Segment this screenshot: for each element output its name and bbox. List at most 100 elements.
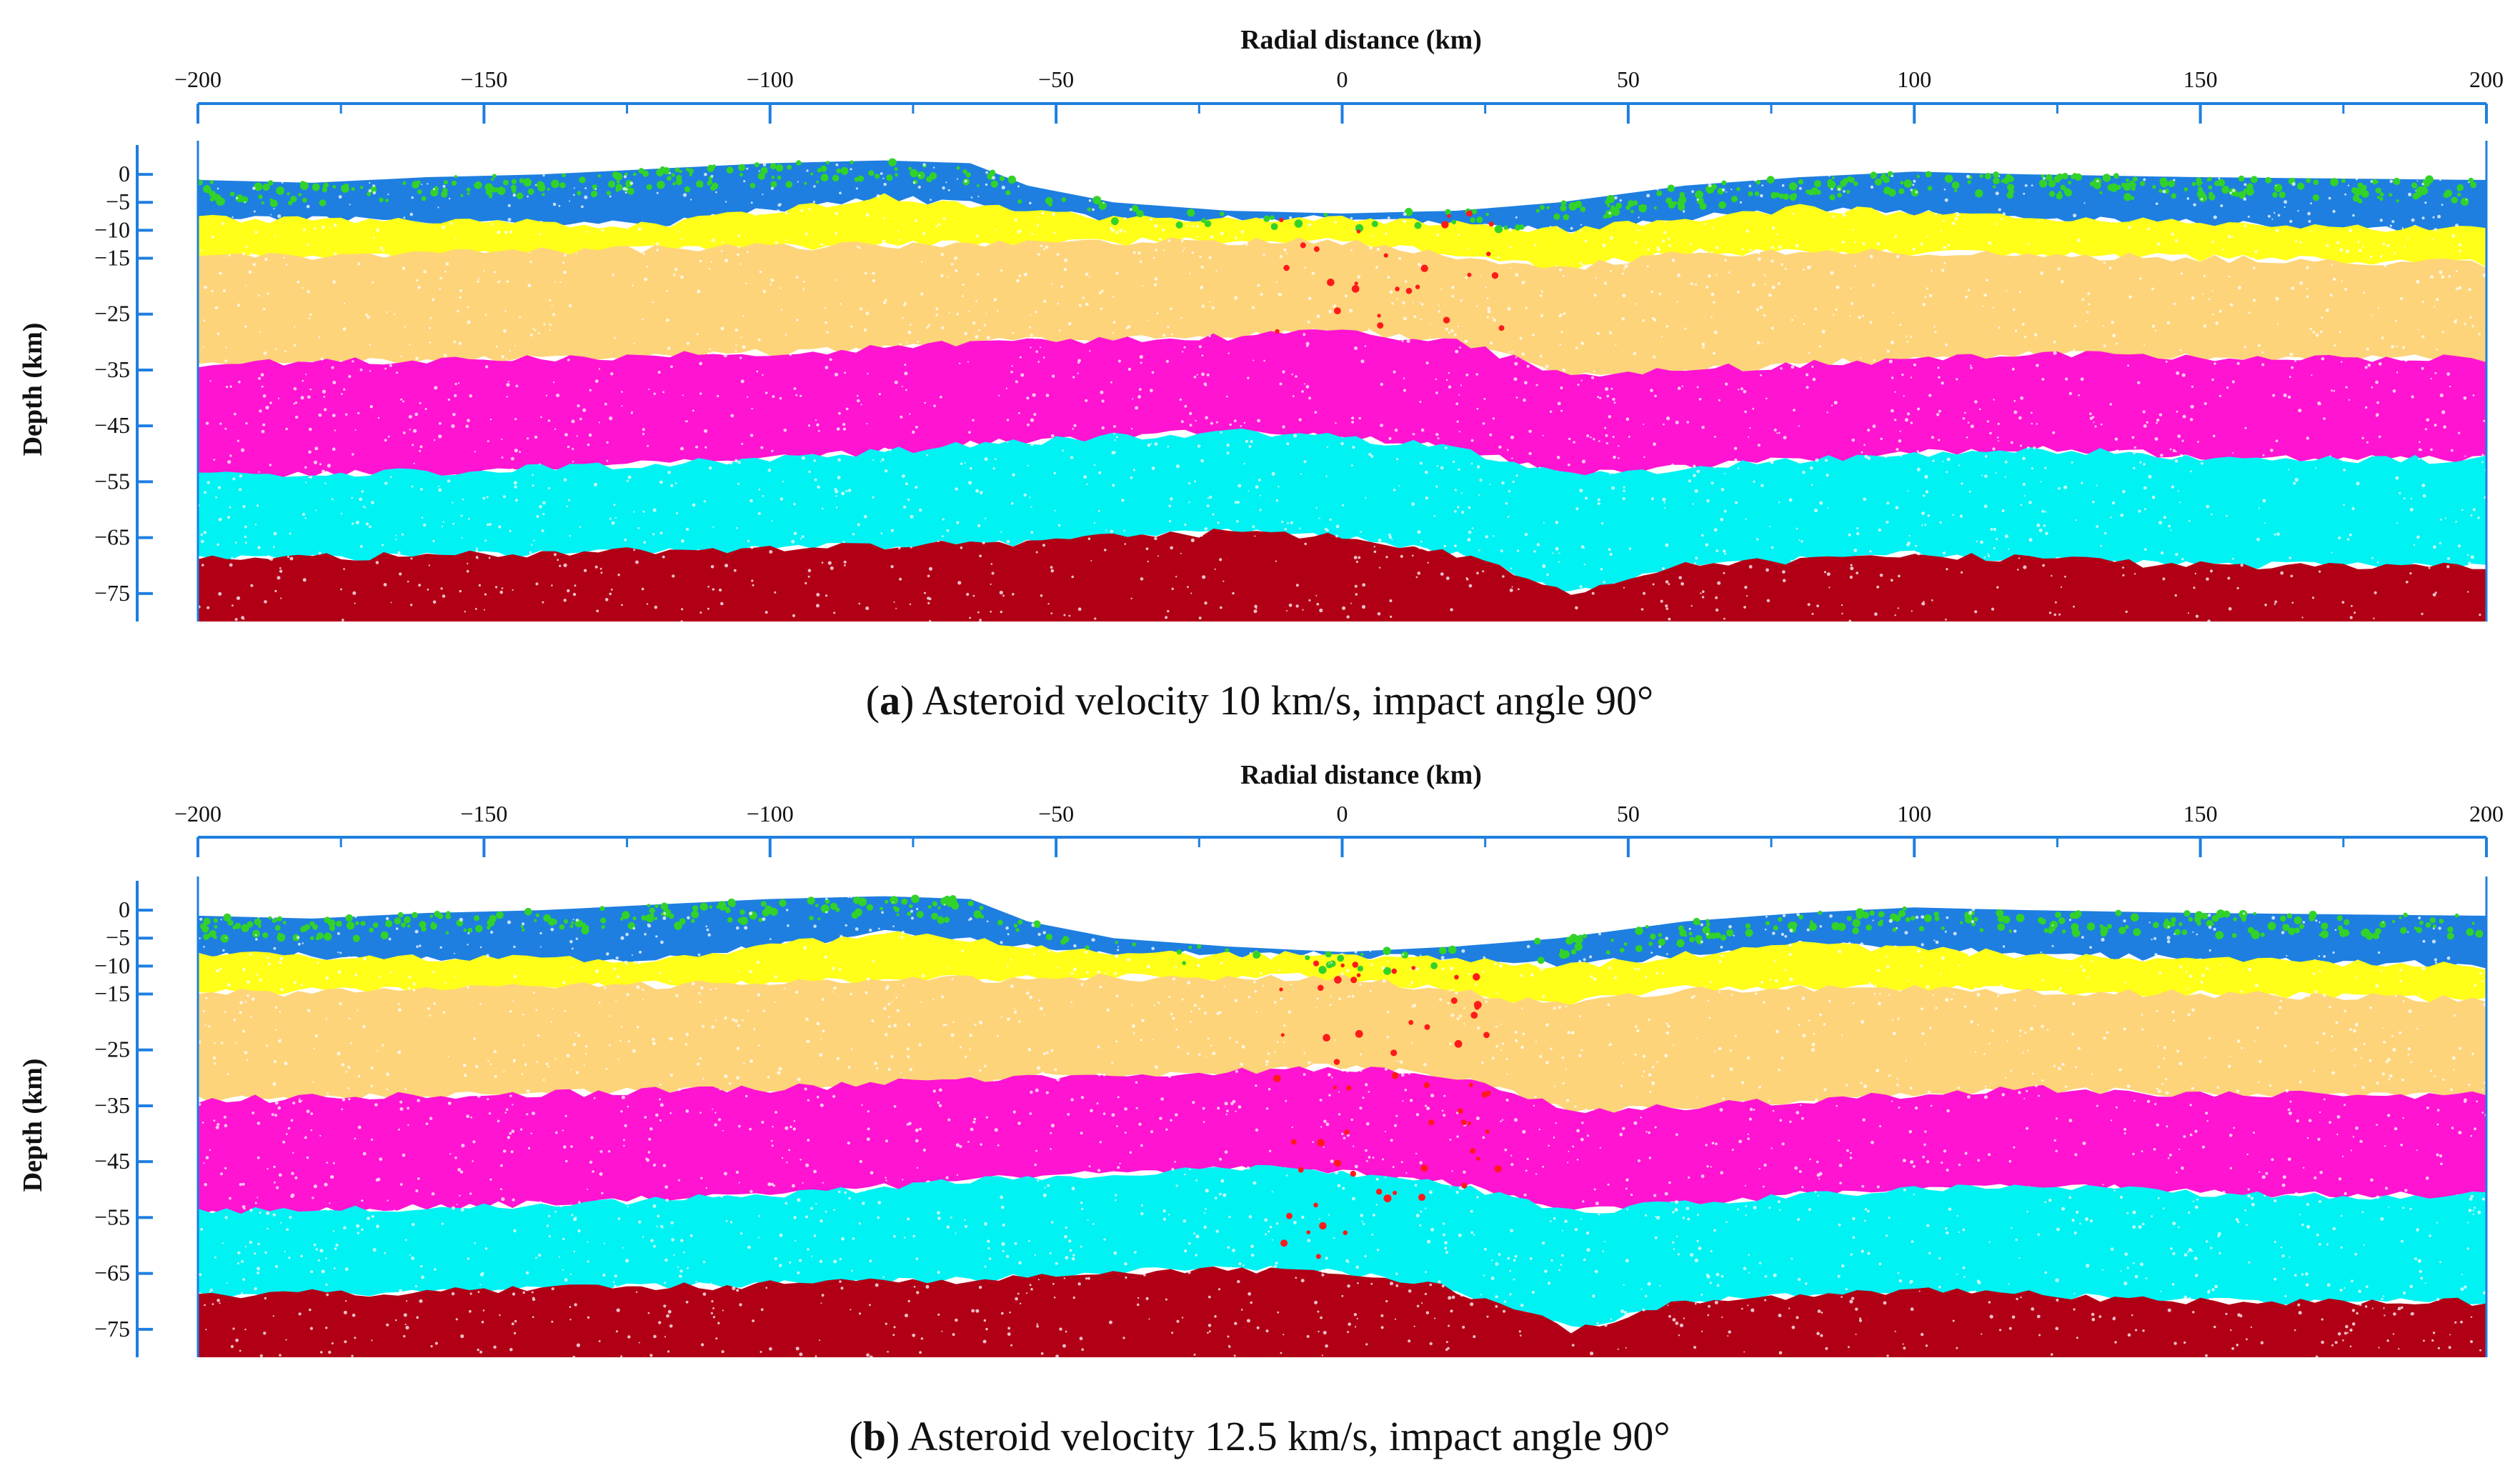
texture-dot xyxy=(2358,1289,2361,1293)
texture-dot xyxy=(842,541,845,543)
texture-dot xyxy=(1190,538,1195,543)
texture-dot xyxy=(1055,1354,1060,1359)
texture-dot xyxy=(1576,1129,1580,1133)
texture-dot xyxy=(656,191,659,194)
texture-dot xyxy=(819,1259,823,1264)
texture-dot xyxy=(2312,331,2316,334)
texture-dot xyxy=(1098,1074,1101,1077)
texture-dot xyxy=(1434,1317,1436,1319)
texture-dot xyxy=(2439,393,2444,398)
texture-dot xyxy=(2166,321,2171,325)
texture-dot xyxy=(1351,464,1353,466)
texture-dot xyxy=(2100,423,2103,426)
regolith-dot xyxy=(1705,185,1715,194)
texture-dot xyxy=(2287,469,2290,471)
texture-dot xyxy=(1419,461,1423,465)
texture-dot xyxy=(1791,319,1793,321)
texture-dot xyxy=(1255,1011,1257,1013)
texture-dot xyxy=(2013,929,2017,933)
texture-dot xyxy=(2290,574,2294,578)
texture-dot xyxy=(955,487,958,491)
texture-dot xyxy=(1796,527,1798,530)
texture-dot xyxy=(279,1039,282,1041)
texture-dot xyxy=(677,1266,679,1268)
texture-dot xyxy=(1559,313,1563,316)
texture-dot xyxy=(540,416,542,419)
texture-dot xyxy=(1395,458,1399,461)
texture-dot xyxy=(637,227,642,231)
texture-dot xyxy=(1206,373,1210,376)
texture-dot xyxy=(2316,1233,2319,1237)
texture-dot xyxy=(1491,316,1493,319)
texture-dot xyxy=(995,229,997,231)
texture-dot xyxy=(1715,608,1719,612)
texture-dot xyxy=(1698,398,1702,401)
regolith-dot xyxy=(2330,178,2339,186)
texture-dot xyxy=(1564,371,1566,373)
texture-dot xyxy=(1253,609,1257,614)
texture-dot xyxy=(1932,459,1935,462)
texture-dot xyxy=(1841,1034,1843,1037)
regolith-dot xyxy=(421,926,427,932)
texture-dot xyxy=(1220,606,1222,609)
texture-dot xyxy=(503,1149,507,1153)
texture-dot xyxy=(555,1131,558,1134)
texture-dot xyxy=(1188,501,1190,504)
regolith-dot xyxy=(207,932,212,937)
texture-dot xyxy=(1207,1332,1209,1334)
texture-dot xyxy=(1289,216,1293,219)
texture-dot xyxy=(1888,994,1891,996)
regolith-dot xyxy=(2411,182,2418,189)
texture-dot xyxy=(2378,1347,2380,1349)
texture-dot xyxy=(2200,198,2203,201)
regolith-dot xyxy=(579,176,586,184)
texture-dot xyxy=(532,474,534,476)
texture-dot xyxy=(1901,374,1904,376)
texture-dot xyxy=(1886,964,1890,969)
regolith-dot xyxy=(654,904,659,909)
texture-dot xyxy=(1468,247,1470,249)
texture-dot xyxy=(1612,397,1615,401)
regolith-dot xyxy=(2061,172,2068,180)
texture-dot xyxy=(2063,485,2068,489)
texture-dot xyxy=(1506,449,1509,451)
texture-dot xyxy=(2191,296,2195,300)
texture-dot xyxy=(1328,309,1333,314)
regolith-dot xyxy=(716,904,720,909)
texture-dot xyxy=(1137,395,1141,399)
texture-dot xyxy=(915,1128,919,1132)
texture-dot xyxy=(880,532,883,534)
texture-dot xyxy=(397,1008,402,1012)
texture-dot xyxy=(626,479,629,482)
texture-dot xyxy=(797,1077,801,1082)
texture-dot xyxy=(1738,1139,1743,1144)
texture-dot xyxy=(1464,339,1468,344)
texture-dot xyxy=(568,304,572,308)
texture-dot xyxy=(1165,1128,1168,1131)
regolith-dot xyxy=(1788,182,1798,191)
texture-dot xyxy=(2102,325,2104,327)
texture-dot xyxy=(257,1156,260,1159)
texture-dot xyxy=(660,940,664,944)
texture-dot xyxy=(1701,426,1705,429)
regolith-dot xyxy=(1726,929,1734,937)
texture-dot xyxy=(1405,1172,1408,1174)
regolith-dot xyxy=(276,186,284,195)
texture-dot xyxy=(1850,301,1854,306)
regolith-dot xyxy=(787,164,792,170)
regolith-dot xyxy=(2124,924,2129,929)
texture-dot xyxy=(439,276,442,280)
texture-dot xyxy=(1986,279,1989,281)
texture-dot xyxy=(1880,437,1883,440)
texture-dot xyxy=(1047,1184,1050,1187)
texture-dot xyxy=(1863,444,1866,446)
texture-dot xyxy=(1671,258,1675,262)
texture-dot xyxy=(699,259,702,263)
texture-dot xyxy=(416,1316,419,1319)
texture-dot xyxy=(1329,518,1332,521)
texture-dot xyxy=(1749,427,1751,429)
regolith-dot xyxy=(1808,922,1817,931)
texture-dot xyxy=(1443,544,1446,548)
texture-dot xyxy=(569,1306,572,1308)
texture-dot xyxy=(1545,1061,1549,1064)
